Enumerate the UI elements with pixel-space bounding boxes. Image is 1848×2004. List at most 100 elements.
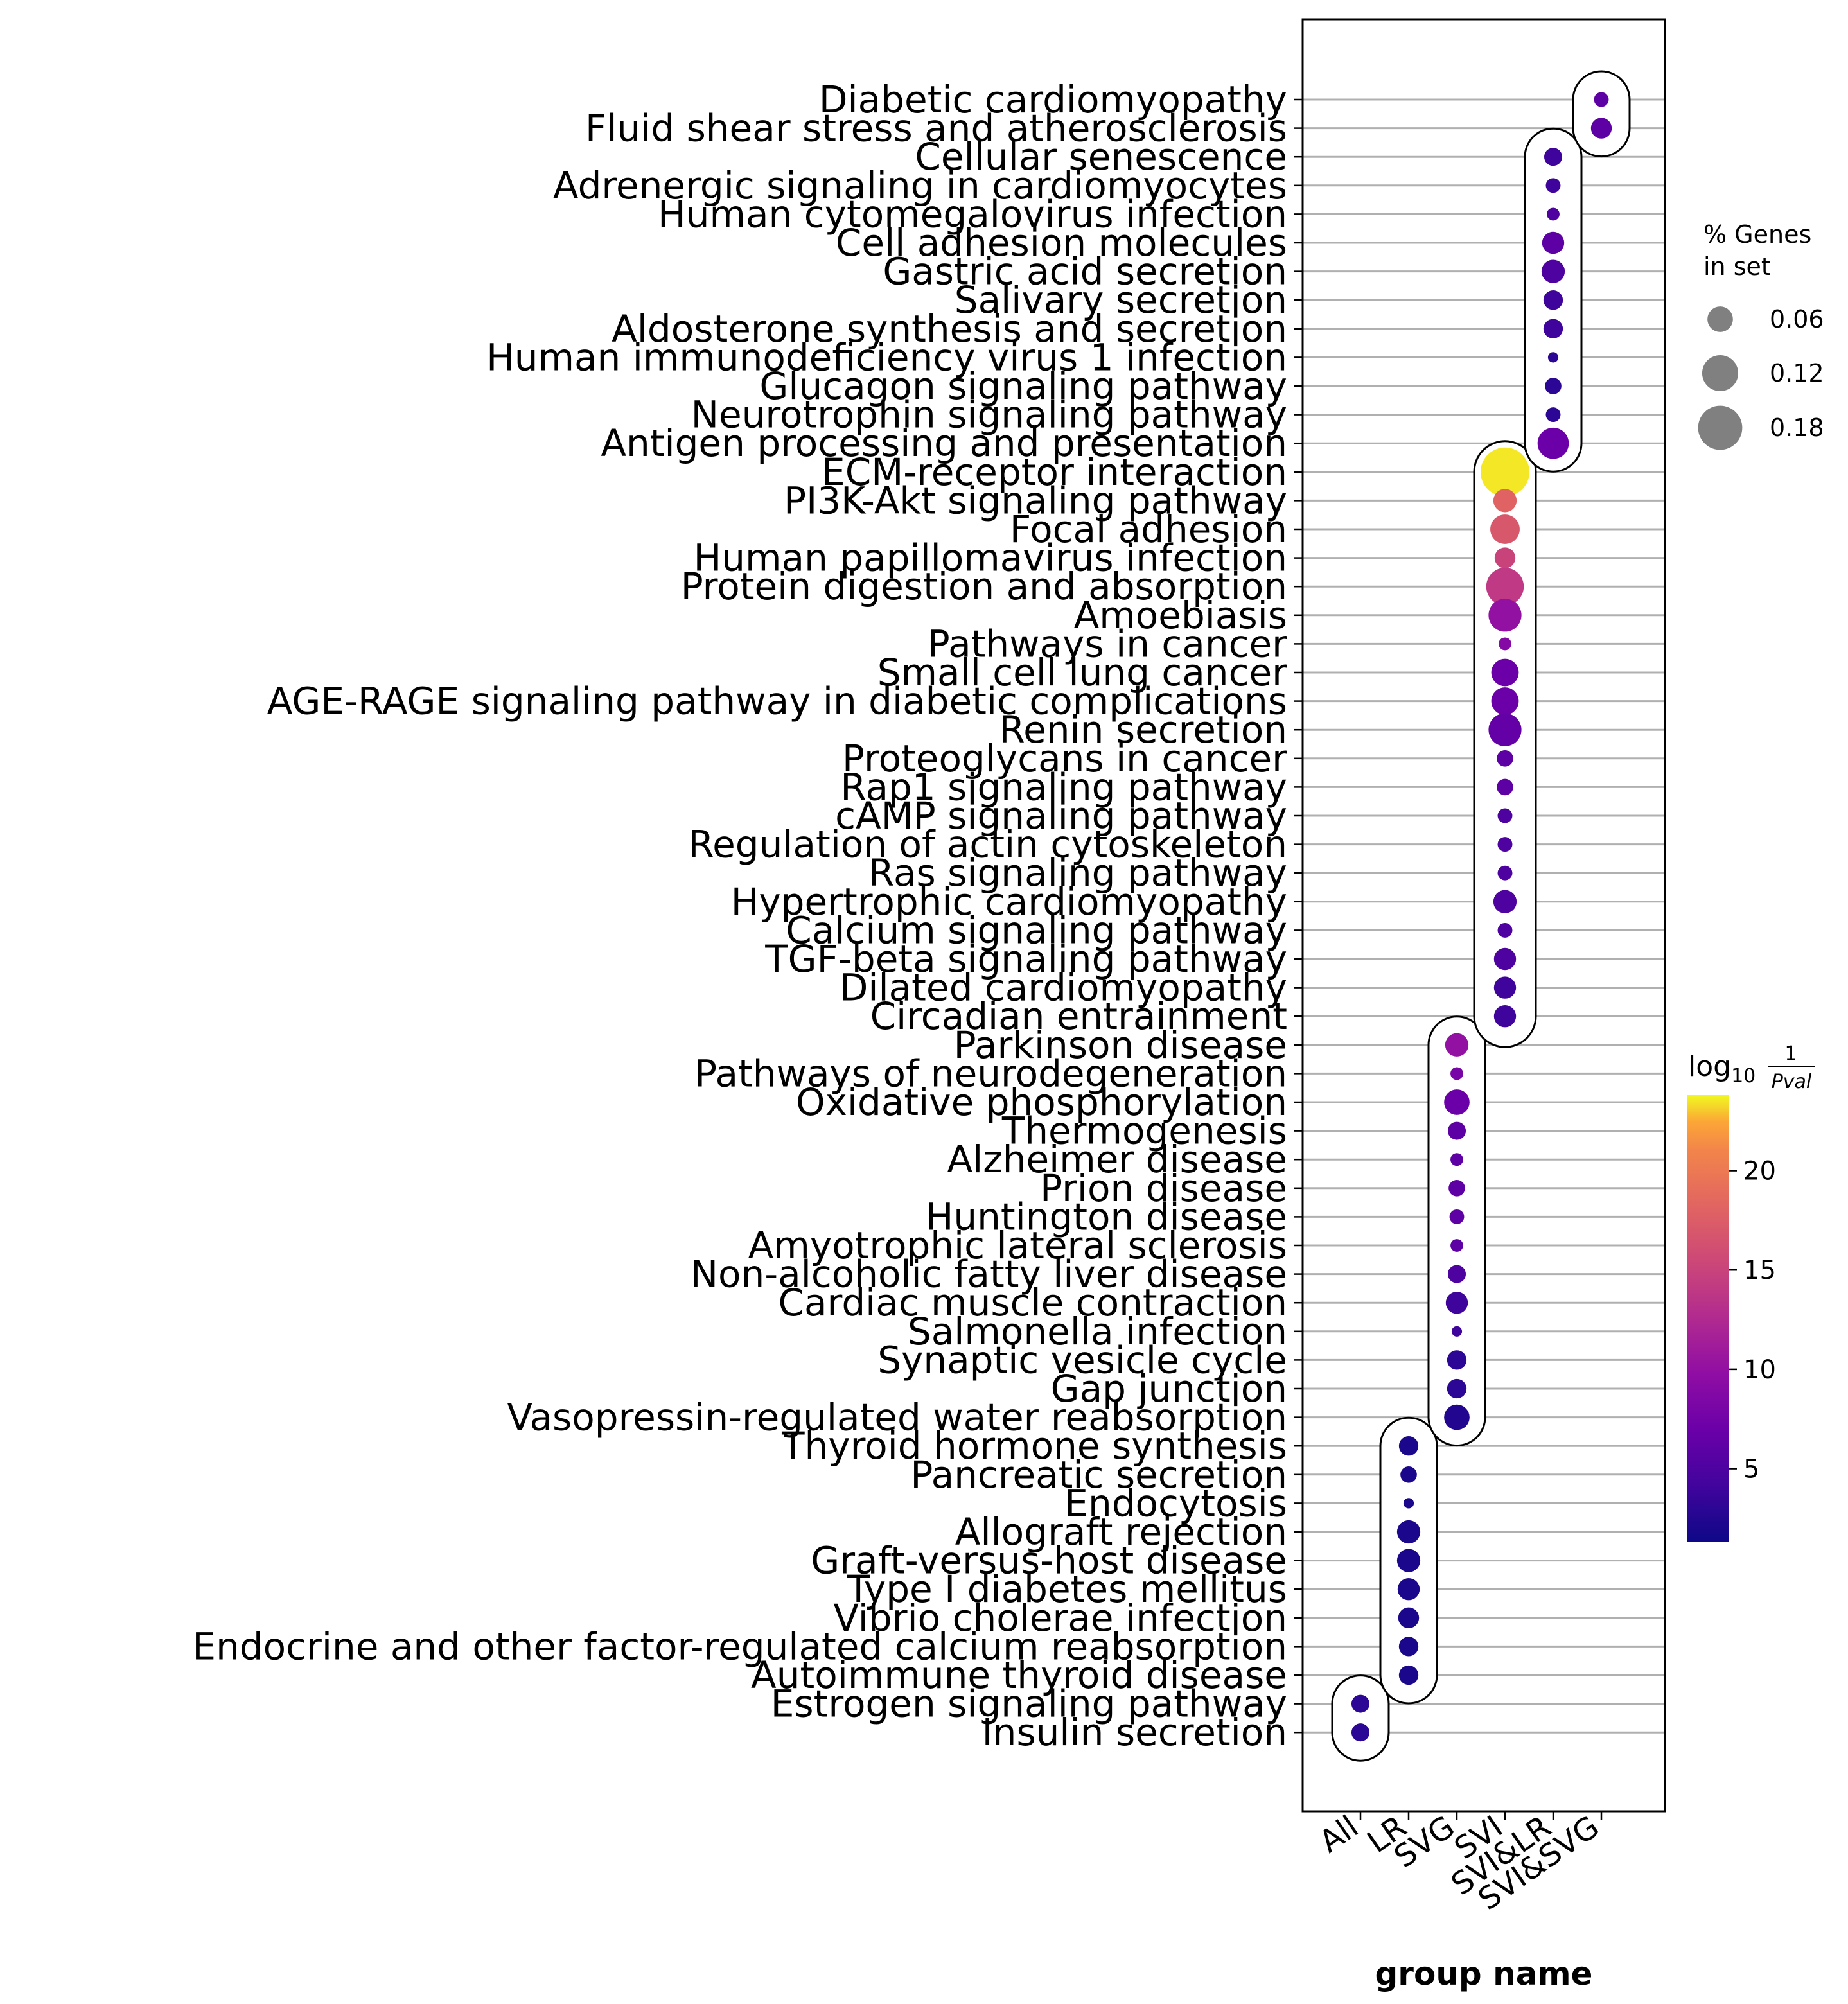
y-tick-label-dilated-cardiomyopathy: Dilated cardiomyopathy bbox=[840, 966, 1287, 1010]
y-tick-label-human-papillomavirus-infection: Human papillomavirus infection bbox=[694, 536, 1287, 580]
y-tick-label-pancreatic-secretion: Pancreatic secretion bbox=[910, 1453, 1287, 1497]
size-legend: % Genes in set 0.06 0.12 0.18 bbox=[1698, 220, 1824, 450]
dot-cell-adhesion-molecules bbox=[1542, 231, 1565, 254]
dot-glucagon-signaling-pathway bbox=[1545, 378, 1562, 394]
y-tick-label-allograft-rejection: Allograft rejection bbox=[955, 1510, 1287, 1554]
dot-circadian-entrainment bbox=[1493, 1005, 1517, 1028]
colorbar-title: log10 bbox=[1688, 1050, 1756, 1087]
y-tick-label-circadian-entrainment: Circadian entrainment bbox=[870, 994, 1287, 1038]
y-tick-label-autoimmune-thyroid-disease: Autoimmune thyroid disease bbox=[751, 1653, 1287, 1697]
dot-salivary-secretion bbox=[1543, 290, 1563, 310]
dot-huntington-disease bbox=[1449, 1209, 1465, 1224]
dot-cellular-senescence bbox=[1544, 148, 1563, 166]
y-tick-label-pathways-in-cancer: Pathways in cancer bbox=[928, 622, 1287, 665]
y-tick-label-cellular-senescence: Cellular senescence bbox=[915, 135, 1287, 179]
dot-ecm-receptor-interaction bbox=[1481, 447, 1529, 497]
y-tick-label-human-immunodeficiency-virus-1-infection: Human immunodeficiency virus 1 infection bbox=[486, 335, 1287, 379]
y-tick-label-salmonella-infection: Salmonella infection bbox=[908, 1310, 1287, 1353]
dot-pancreatic-secretion bbox=[1400, 1466, 1417, 1483]
dot-autoimmune-thyroid-disease bbox=[1398, 1665, 1419, 1685]
y-tick-label-pathways-of-neurodegeneration: Pathways of neurodegeneration bbox=[694, 1051, 1287, 1095]
y-tick-label-human-cytomegalovirus-infection: Human cytomegalovirus infection bbox=[658, 192, 1287, 236]
colorbar-title-main: log bbox=[1688, 1050, 1731, 1083]
dot-synaptic-vesicle-cycle bbox=[1447, 1350, 1467, 1370]
dot-age-rage-signaling-pathway-in-diabetic-complications bbox=[1491, 687, 1519, 716]
y-tick-label-camp-signaling-pathway: cAMP signaling pathway bbox=[835, 794, 1287, 838]
dot-type-i-diabetes-mellitus bbox=[1397, 1578, 1420, 1601]
dot-gap-junction bbox=[1447, 1378, 1467, 1399]
dot-amyotrophic-lateral-sclerosis bbox=[1450, 1239, 1463, 1252]
y-tick-label-fluid-shear-stress-and-atherosclerosis: Fluid shear stress and atherosclerosis bbox=[585, 107, 1287, 150]
dot-alzheimer-disease bbox=[1450, 1153, 1463, 1166]
y-tick-label-neurotrophin-signaling-pathway: Neurotrophin signaling pathway bbox=[691, 393, 1287, 437]
dot-rap1-signaling-pathway bbox=[1497, 778, 1513, 796]
dot-vasopressin-regulated-water-reabsorption bbox=[1444, 1404, 1470, 1430]
colorbar-gradient bbox=[1687, 1095, 1729, 1542]
y-tick-label-gap-junction: Gap junction bbox=[1051, 1367, 1287, 1411]
dots bbox=[1351, 92, 1612, 1742]
size-legend-label: 0.12 bbox=[1770, 359, 1824, 387]
outline-all bbox=[1331, 1674, 1390, 1762]
y-tick-label-graft-versus-host-disease: Graft-versus-host disease bbox=[811, 1539, 1287, 1583]
dot-tgf-beta-signaling-pathway bbox=[1493, 947, 1517, 971]
dot-neurotrophin-signaling-pathway bbox=[1545, 407, 1561, 423]
x-axis-label: group name bbox=[1375, 1955, 1593, 1992]
y-tick-label-protein-digestion-and-absorption: Protein digestion and absorption bbox=[681, 565, 1287, 608]
colorbar-tick-label: 20 bbox=[1743, 1157, 1776, 1186]
size-legend-marker bbox=[1698, 405, 1743, 450]
dot-non-alcoholic-fatty-liver-disease bbox=[1447, 1265, 1466, 1283]
y-tick-label-vibrio-cholerae-infection: Vibrio cholerae infection bbox=[833, 1596, 1287, 1640]
colorbar-title-sub: 10 bbox=[1731, 1065, 1756, 1087]
y-tick-label-endocrine-and-other-factor-regulated-calcium-reabsorption: Endocrine and other factor-regulated cal… bbox=[192, 1624, 1287, 1668]
size-legend-marker bbox=[1707, 306, 1733, 332]
dot-small-cell-lung-cancer bbox=[1491, 658, 1519, 687]
y-tick-label-renin-secretion: Renin secretion bbox=[999, 708, 1287, 752]
y-tick-label-ras-signaling-pathway: Ras signaling pathway bbox=[868, 851, 1287, 895]
dot-adrenergic-signaling-in-cardiomyocytes bbox=[1545, 178, 1561, 193]
colorbar-tick-label: 15 bbox=[1743, 1256, 1776, 1285]
plot-frame bbox=[1301, 18, 1666, 1813]
y-tick-label-vasopressin-regulated-water-reabsorption: Vasopressin-regulated water reabsorption bbox=[507, 1396, 1287, 1439]
dot-human-papillomavirus-infection bbox=[1494, 547, 1516, 568]
y-tick-label-insulin-secretion: Insulin secretion bbox=[982, 1710, 1287, 1754]
outline-svg bbox=[1427, 1015, 1486, 1447]
dot-amoebiasis bbox=[1488, 599, 1522, 632]
dot-thermogenesis bbox=[1447, 1121, 1466, 1140]
size-legend-title-line2: in set bbox=[1703, 252, 1771, 281]
dot-renin-secretion bbox=[1488, 713, 1522, 746]
dot-antigen-processing-and-presentation bbox=[1537, 427, 1569, 459]
dot-pathways-in-cancer bbox=[1499, 637, 1511, 651]
y-tick-label-salivary-secretion: Salivary secretion bbox=[955, 278, 1287, 322]
dot-regulation-of-actin-cytoskeleton bbox=[1497, 837, 1513, 852]
y-tick-label-tgf-beta-signaling-pathway: TGF-beta signaling pathway bbox=[764, 937, 1287, 981]
y-tick-label-oxidative-phosphorylation: Oxidative phosphorylation bbox=[796, 1080, 1287, 1124]
colorbar-title-numerator: 1 bbox=[1784, 1042, 1797, 1065]
dot-calcium-signaling-pathway bbox=[1497, 922, 1513, 938]
y-tick-label-huntington-disease: Huntington disease bbox=[926, 1195, 1287, 1238]
y-tick-label-cardiac-muscle-contraction: Cardiac muscle contraction bbox=[778, 1281, 1287, 1324]
dot-prion-disease bbox=[1448, 1179, 1465, 1197]
y-tick-label-regulation-of-actin-cytoskeleton: Regulation of actin cytoskeleton bbox=[688, 823, 1287, 866]
dot-fluid-shear-stress-and-atherosclerosis bbox=[1590, 118, 1612, 139]
dot-salmonella-infection bbox=[1451, 1326, 1463, 1337]
size-legend-title-line1: % Genes bbox=[1703, 220, 1811, 249]
dot-insulin-secretion bbox=[1351, 1723, 1370, 1742]
dot-allograft-rejection bbox=[1396, 1520, 1421, 1544]
y-tick-label-aldosterone-synthesis-and-secretion: Aldosterone synthesis and secretion bbox=[612, 307, 1287, 351]
dot-human-cytomegalovirus-infection bbox=[1547, 207, 1560, 221]
dot-parkinson-disease bbox=[1445, 1033, 1469, 1057]
y-tick-label-thyroid-hormone-synthesis: Thyroid hormone synthesis bbox=[781, 1424, 1287, 1468]
dot-cardiac-muscle-contraction bbox=[1445, 1292, 1468, 1314]
y-tick-label-pi3k-akt-signaling-pathway: PI3K-Akt signaling pathway bbox=[784, 479, 1287, 522]
dot-estrogen-signaling-pathway bbox=[1351, 1694, 1370, 1713]
y-tick-label-rap1-signaling-pathway: Rap1 signaling pathway bbox=[840, 765, 1287, 809]
y-tick-label-focal-adhesion: Focal adhesion bbox=[1010, 507, 1287, 551]
y-tick-label-antigen-processing-and-presentation: Antigen processing and presentation bbox=[601, 421, 1287, 465]
dot-diabetic-cardiomyopathy bbox=[1594, 92, 1609, 107]
colorbar-tick-label: 5 bbox=[1743, 1455, 1759, 1484]
dot-oxidative-phosphorylation bbox=[1444, 1089, 1470, 1115]
dot-focal-adhesion bbox=[1490, 514, 1520, 544]
y-tick-label-endocytosis: Endocytosis bbox=[1064, 1481, 1287, 1525]
dot-dilated-cardiomyopathy bbox=[1493, 976, 1517, 999]
